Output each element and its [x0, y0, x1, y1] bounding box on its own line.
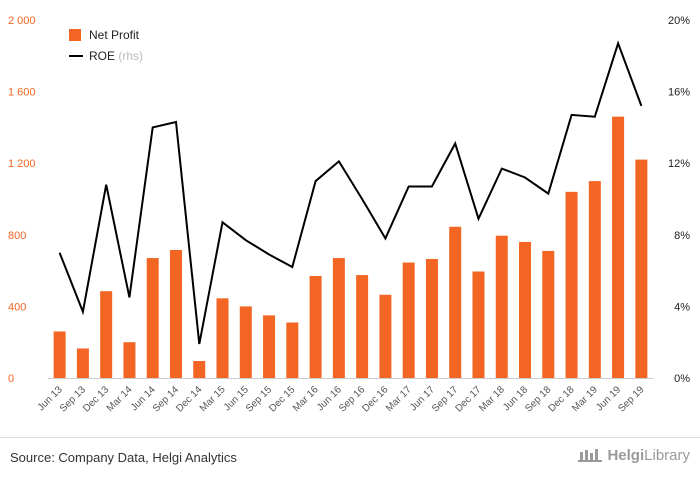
bar-net-profit: [76, 348, 89, 378]
chart: 0 0%400 4%800 8%1 200 12%1 600 16%2 000 20%Jun…: [8, 15, 690, 415]
bar-net-profit: [146, 258, 159, 378]
bar-net-profit: [612, 116, 625, 378]
bar-net-profit: [53, 331, 66, 378]
bar-net-profit: [169, 250, 182, 378]
line-roe: [58, 40, 643, 345]
bar-net-profit: [519, 241, 532, 378]
y-tick-left: 1 200: [8, 158, 36, 170]
bar-net-profit: [402, 262, 415, 378]
x-tick-label: Sep 19: [616, 384, 646, 414]
x-tick-label: Mar 18: [477, 384, 507, 414]
brand-suffix: Library: [644, 446, 690, 464]
bar-net-profit: [239, 306, 252, 378]
bar-net-profit: [123, 342, 136, 378]
y-tick-right: 12%: [668, 158, 690, 170]
bar-net-profit: [286, 322, 299, 378]
bar-net-profit: [542, 250, 555, 378]
y-tick-left: 0: [8, 373, 14, 385]
y-tick-left: 800: [8, 230, 26, 242]
y-tick-right: 20%: [668, 15, 690, 27]
bar-net-profit: [379, 294, 392, 378]
bar-net-profit: [309, 275, 322, 378]
brand-prefix: Helgi: [607, 446, 645, 464]
bar-net-profit: [588, 181, 601, 378]
legend-label-roe: ROE (rhs): [89, 49, 143, 63]
bar-net-profit: [449, 226, 462, 378]
y-tick-right: 16%: [668, 87, 690, 99]
footer-divider: [0, 437, 700, 438]
x-tick-label: Mar 19: [570, 384, 600, 414]
y-tick-left: 400: [8, 301, 26, 313]
x-tick-label: Mar 15: [198, 384, 228, 414]
legend-roe-name: ROE: [89, 49, 118, 63]
x-tick-label: Mar 14: [105, 384, 135, 414]
legend-roe-suffix: (rhs): [118, 49, 143, 63]
legend-label-net-profit: Net Profit: [89, 28, 140, 42]
y-tick-right: 0%: [674, 373, 690, 385]
bar-net-profit: [193, 360, 206, 378]
bar-net-profit: [263, 315, 276, 378]
y-tick-right: 4%: [674, 301, 690, 313]
source-note: Source: Company Data, Helgi Analytics: [10, 450, 237, 465]
y-tick-left: 2 000: [8, 15, 36, 27]
y-tick-right: 8%: [674, 230, 690, 242]
bar-net-profit: [332, 258, 345, 378]
bar-net-profit: [425, 258, 438, 378]
x-tick-label: Mar 16: [291, 384, 321, 414]
y-tick-left: 1 600: [8, 87, 36, 99]
bar-net-profit: [495, 235, 508, 378]
legend-swatch-net-profit: [69, 29, 81, 41]
bar-net-profit: [216, 298, 229, 378]
bar-net-profit: [356, 275, 369, 378]
bar-net-profit: [100, 291, 113, 378]
bar-net-profit: [635, 159, 648, 378]
x-tick-label: Mar 17: [384, 384, 414, 414]
helgi-library-logo[interactable]: HelgiLibrary: [577, 446, 690, 464]
bar-net-profit: [472, 271, 485, 378]
library-icon: [578, 449, 603, 462]
bar-net-profit: [565, 191, 578, 378]
